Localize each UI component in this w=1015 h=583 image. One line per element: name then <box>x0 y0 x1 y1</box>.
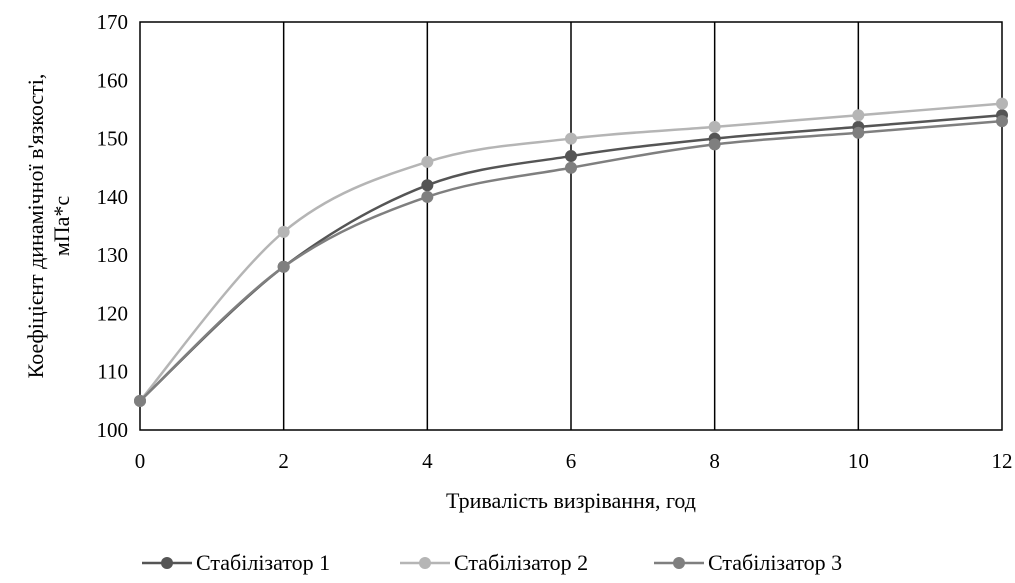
legend-item-1: Стабілізатор 1 <box>142 550 330 575</box>
vertical-gridlines <box>282 22 860 430</box>
y-tick-label: 120 <box>97 301 129 325</box>
series-3-point-10 <box>852 126 865 139</box>
legend: Стабілізатор 1 Стабілізатор 2 Стабілізатор… <box>142 550 842 575</box>
x-tick-label: 10 <box>848 449 869 473</box>
series-3-point-0 <box>134 394 146 407</box>
legend-label: Стабілізатор 2 <box>454 550 588 575</box>
y-tick-label: 110 <box>97 360 128 384</box>
series-2-point-2 <box>277 225 290 238</box>
series-2-point-4 <box>421 155 434 168</box>
x-tick-label: 4 <box>422 449 433 473</box>
y-tick-label: 150 <box>97 127 129 151</box>
legend-swatch-marker <box>161 557 173 569</box>
y-tick-label: 100 <box>97 418 129 442</box>
x-tick-label: 12 <box>992 449 1013 473</box>
series-1-point-4 <box>421 179 434 192</box>
y-axis-title-line1: Коефіцієнт динамічної в'язкості, <box>23 74 48 379</box>
series-3-point-6 <box>565 161 577 174</box>
y-axis-title: Коефіцієнт динамічної в'язкості, мПа*с <box>23 74 74 379</box>
legend-label: Стабілізатор 3 <box>708 550 842 575</box>
y-axis-tick-labels: 100 110 120 130 140 150 160 170 <box>97 10 129 442</box>
series-3-point-8 <box>708 138 721 151</box>
series-2-point-10 <box>852 109 865 122</box>
series-3 <box>134 115 1008 407</box>
x-tick-label: 6 <box>566 449 577 473</box>
y-tick-label: 170 <box>97 10 129 34</box>
series-3-point-4 <box>421 190 434 203</box>
y-axis-title-line2: мПа*с <box>49 196 74 257</box>
x-tick-label: 2 <box>278 449 289 473</box>
legend-swatch-marker <box>419 557 431 569</box>
series-2-point-6 <box>565 132 577 145</box>
x-axis-tick-labels: 0 2 4 6 8 10 12 <box>135 449 1013 473</box>
series-3-point-2 <box>277 260 290 273</box>
y-tick-label: 140 <box>97 185 129 209</box>
legend-label: Стабілізатор 1 <box>196 550 330 575</box>
series-2-point-12 <box>996 97 1008 110</box>
x-tick-label: 0 <box>135 449 146 473</box>
y-tick-label: 160 <box>97 68 129 92</box>
y-tick-label: 130 <box>97 243 129 267</box>
series-3-point-12 <box>996 115 1008 128</box>
legend-swatch-marker <box>673 557 685 569</box>
legend-item-2: Стабілізатор 2 <box>400 550 588 575</box>
series-2-point-8 <box>708 120 721 133</box>
series-1-point-6 <box>565 150 577 163</box>
series-layer <box>134 97 1008 407</box>
x-axis-title: Тривалість визрівання, год <box>446 488 696 513</box>
legend-item-3: Стабілізатор 3 <box>654 550 842 575</box>
x-tick-label: 8 <box>709 449 720 473</box>
